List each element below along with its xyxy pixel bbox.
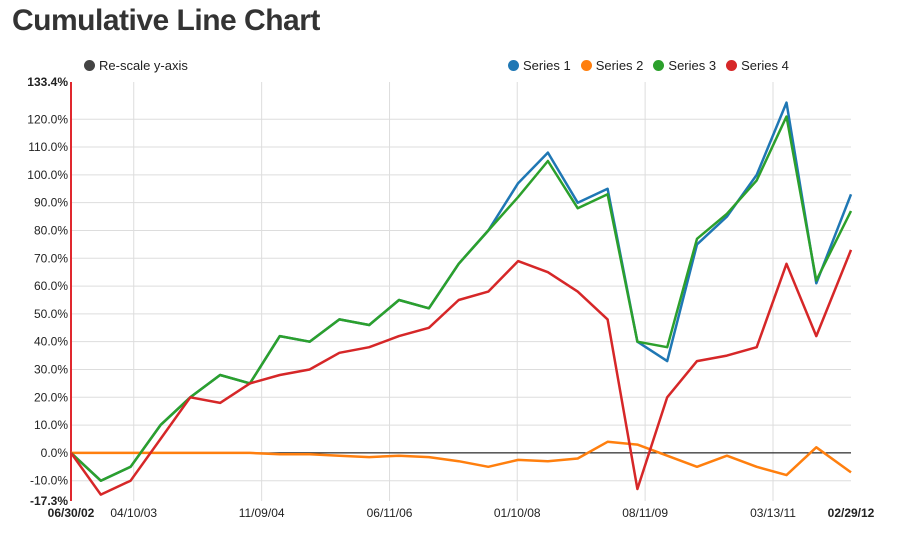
legend-label: Series 4 [741, 58, 789, 73]
series-line-series-4 [69, 249, 853, 496]
rescale-toggle[interactable]: Re-scale y-axis [84, 58, 188, 73]
rescale-dot-icon [84, 60, 95, 71]
legend-dot-icon [508, 60, 519, 71]
chart-controls: Re-scale y-axis Series 1 Series 2 Series… [0, 56, 920, 78]
x-tick-label: 03/13/11 [750, 506, 796, 520]
legend-label: Series 2 [595, 58, 644, 73]
x-tick-label: 02/29/12 [828, 506, 875, 520]
x-tick-label: 06/30/02 [48, 506, 95, 520]
legend-item-series-1[interactable]: Series 1 [508, 58, 571, 73]
legend-item-series-4[interactable]: Series 4 [726, 58, 789, 73]
legend-item-series-2[interactable]: Series 2 [580, 58, 644, 73]
x-tick-label: 11/09/04 [239, 506, 285, 520]
chart-title: Cumulative Line Chart [12, 4, 320, 37]
y-tick-label: 120.0% [27, 112, 68, 126]
y-tick-label: 10.0% [34, 418, 68, 432]
y-tick-label: 20.0% [34, 390, 68, 404]
y-tick-label: 100.0% [27, 168, 68, 182]
y-tick-label: 30.0% [34, 362, 68, 376]
y-tick-label: -10.0% [30, 474, 68, 488]
y-tick-label: 70.0% [34, 251, 68, 265]
series-line-series-1 [70, 101, 853, 482]
y-tick-label: 60.0% [34, 279, 68, 293]
y-tick-label: 80.0% [34, 223, 68, 237]
x-tick-label: 04/10/03 [110, 506, 157, 520]
y-tick-label: 0.0% [41, 446, 69, 460]
legend-dot-icon [726, 60, 738, 71]
y-tick-label: 133.4% [27, 75, 68, 89]
y-tick-label: 50.0% [34, 307, 68, 321]
y-tick-label: 110.0% [28, 140, 68, 154]
x-tick-label: 06/11/06 [367, 506, 413, 520]
x-tick-label: 01/10/08 [494, 506, 541, 520]
legend-dot-icon [580, 60, 592, 71]
series-line-series-2 [71, 440, 852, 477]
y-tick-label: -17.3% [30, 494, 68, 508]
series-line-series-3 [70, 115, 853, 482]
legend: Series 1 Series 2 Series 3 Series 4 [508, 58, 789, 73]
y-tick-label: 40.0% [34, 335, 68, 349]
legend-label: Series 3 [668, 58, 717, 73]
x-tick-label: 08/11/09 [622, 506, 668, 520]
legend-dot-icon [653, 60, 665, 71]
rescale-label: Re-scale y-axis [99, 58, 188, 73]
y-tick-label: 90.0% [34, 196, 68, 210]
legend-item-series-3[interactable]: Series 3 [653, 58, 716, 73]
legend-label: Series 1 [523, 58, 571, 73]
